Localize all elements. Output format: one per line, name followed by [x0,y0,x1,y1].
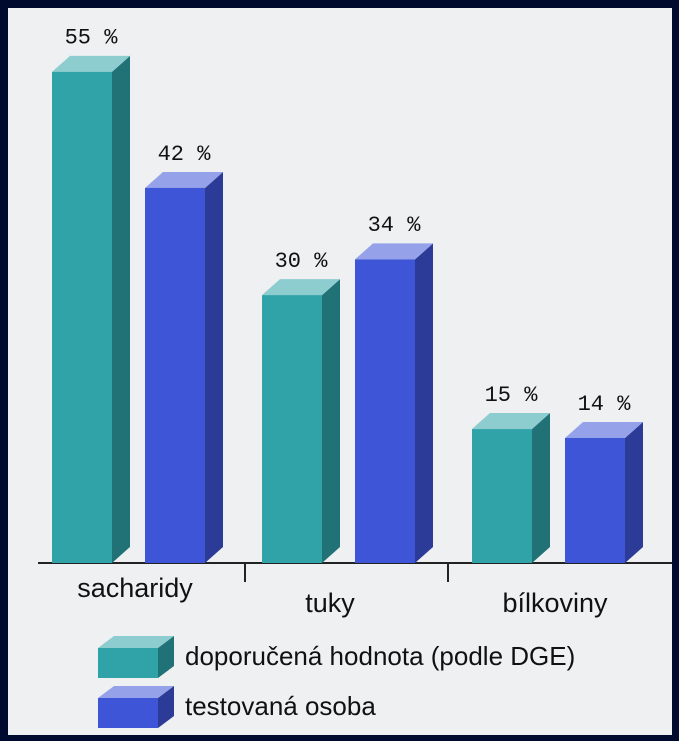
bar [262,295,322,563]
bar [565,437,625,563]
data-label: 30 % [275,249,329,274]
data-label: 15 % [485,383,539,408]
bar [472,429,532,563]
data-label: 14 % [578,392,632,417]
legend-swatch [98,698,158,728]
bar-side [625,421,643,563]
bar [52,71,112,563]
x-tick-label: sacharidy [77,573,193,603]
legend-swatch [98,648,158,678]
bar [355,259,415,563]
data-label: 55 % [65,26,119,51]
bar-side [112,55,130,563]
bar-top [472,413,550,430]
bar-top [262,279,340,296]
bar-side [532,413,550,563]
bar-top [355,243,433,260]
bar-side [205,171,223,563]
legend-side [158,686,174,728]
legend-label: testovaná osoba [185,691,376,721]
bar-side [415,243,433,563]
bar-side [322,279,340,563]
data-label: 42 % [158,142,212,167]
legend-side [158,636,174,678]
legend-top [98,686,174,698]
bar-top [145,171,223,188]
data-label: 34 % [368,213,422,238]
x-tick-label: bílkoviny [502,588,608,618]
legend-label: doporučená hodnota (podle DGE) [185,641,575,671]
bar [145,187,205,563]
bar-top [565,421,643,438]
legend-top [98,636,174,648]
x-tick-label: tuky [305,588,355,618]
bar-top [52,55,130,72]
